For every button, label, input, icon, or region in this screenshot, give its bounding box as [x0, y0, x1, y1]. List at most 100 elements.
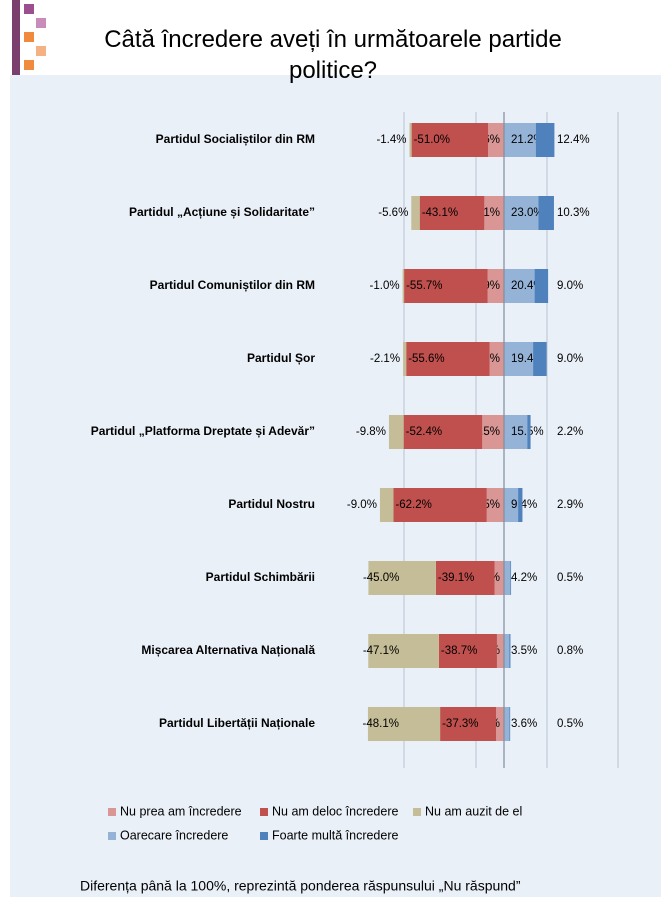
category-label: Partidul „Platforma Dreptate și Adevăr”	[91, 424, 315, 438]
value-label: -52.4%	[406, 426, 442, 438]
value-label: 4.2%	[511, 572, 537, 584]
legend-label: Nu prea am încredere	[120, 804, 242, 818]
bar-segment	[504, 342, 534, 376]
value-label: -39.1%	[438, 572, 474, 584]
bar-segment	[510, 561, 512, 595]
bar-segment	[393, 488, 487, 522]
bar-segment	[440, 707, 497, 741]
bar-segment	[494, 561, 504, 595]
category-label: Partidul Nostru	[228, 497, 315, 511]
bar-segment	[538, 196, 554, 230]
category-label: Partidul Libertății Naționale	[159, 716, 315, 730]
value-label: -38.7%	[441, 645, 477, 657]
bar-segment	[504, 269, 535, 303]
bar-segment	[404, 269, 488, 303]
legend-label: Nu am auzit de el	[425, 804, 522, 818]
value-label: 3.6%	[511, 718, 537, 730]
value-label: 2.9%	[557, 499, 583, 511]
value-label: -62.2%	[395, 499, 431, 511]
value-label: 9.0%	[557, 280, 583, 292]
bar-segment	[368, 634, 439, 668]
deco-bar	[12, 0, 20, 75]
value-label: -2.1%	[370, 353, 400, 365]
bar-segment	[367, 707, 441, 741]
bar-segment	[504, 488, 519, 522]
value-label: -9.0%	[347, 499, 377, 511]
bar-segment	[368, 561, 436, 595]
bar-segment	[518, 488, 523, 522]
bar-segment	[489, 342, 504, 376]
legend-swatch	[260, 832, 268, 840]
legend-label: Oarecare încredere	[120, 828, 228, 842]
legend-label: Nu am deloc încredere	[272, 804, 399, 818]
bar-segment	[509, 707, 511, 741]
bar-segment	[402, 269, 405, 303]
category-label: Partidul „Acțiune și Solidaritate”	[129, 205, 315, 219]
category-label: Mișcarea Alternativa Națională	[141, 643, 315, 657]
value-label: -9.8%	[356, 426, 386, 438]
deco-square	[36, 18, 46, 28]
bar-segment	[534, 269, 549, 303]
value-label: -37.3%	[442, 718, 478, 730]
bar-segment	[533, 342, 547, 376]
value-label: 12.4%	[557, 134, 590, 146]
value-label: -51.0%	[414, 134, 450, 146]
deco-square	[24, 32, 34, 42]
value-label: -1.0%	[370, 280, 400, 292]
bar-segment	[535, 123, 555, 157]
legend-label: Foarte multă încredere	[272, 828, 398, 842]
legend-swatch	[260, 808, 268, 816]
deco-square	[24, 4, 34, 14]
bar-segment	[419, 196, 485, 230]
chart-title: Câtă încredere aveți în următoarele part…	[104, 26, 562, 84]
category-label: Partidul Schimbării	[206, 570, 315, 584]
value-label: -45.0%	[363, 572, 399, 584]
bar-segment	[379, 488, 394, 522]
value-label: 0.5%	[557, 572, 583, 584]
legend-swatch	[108, 832, 116, 840]
bar-segment	[496, 707, 504, 741]
legend-swatch	[108, 808, 116, 816]
bar-segment	[496, 634, 504, 668]
bar-segment	[488, 123, 504, 157]
value-label: 0.8%	[557, 645, 583, 657]
bar-segment	[411, 123, 489, 157]
bar-segment	[487, 269, 504, 303]
category-label: Partidul Șor	[247, 351, 315, 365]
bar-segment	[482, 415, 504, 449]
value-label: -48.1%	[363, 718, 399, 730]
value-label: 10.3%	[557, 207, 590, 219]
bar-segment	[509, 634, 511, 668]
value-label: 9.4%	[511, 499, 537, 511]
bar-segment	[435, 561, 495, 595]
panel	[10, 75, 661, 897]
bar-segment	[504, 123, 536, 157]
value-label: -47.1%	[363, 645, 399, 657]
bar-segment	[411, 196, 420, 230]
bar-segment	[504, 561, 511, 595]
deco-square	[24, 60, 34, 70]
bar-segment	[409, 123, 412, 157]
bar-segment	[484, 196, 504, 230]
legend-swatch	[413, 808, 421, 816]
value-label: -1.4%	[376, 134, 406, 146]
bar-segment	[403, 342, 407, 376]
value-label: 9.0%	[557, 353, 583, 365]
category-label: Partidul Socialiștilor din RM	[156, 132, 315, 146]
decoration	[12, 0, 46, 75]
bar-segment	[504, 415, 528, 449]
value-label: -43.1%	[422, 207, 458, 219]
bar-segment	[403, 415, 483, 449]
bar-segment	[504, 634, 510, 668]
value-label: -55.7%	[406, 280, 442, 292]
value-label: -55.6%	[408, 353, 444, 365]
bar-segment	[504, 196, 539, 230]
bar-segment	[527, 415, 531, 449]
bar-segment	[406, 342, 490, 376]
bar-segment	[388, 415, 404, 449]
value-label: 21.2%	[511, 134, 544, 146]
value-label: 0.5%	[557, 718, 583, 730]
value-label: 23.0%	[511, 207, 544, 219]
